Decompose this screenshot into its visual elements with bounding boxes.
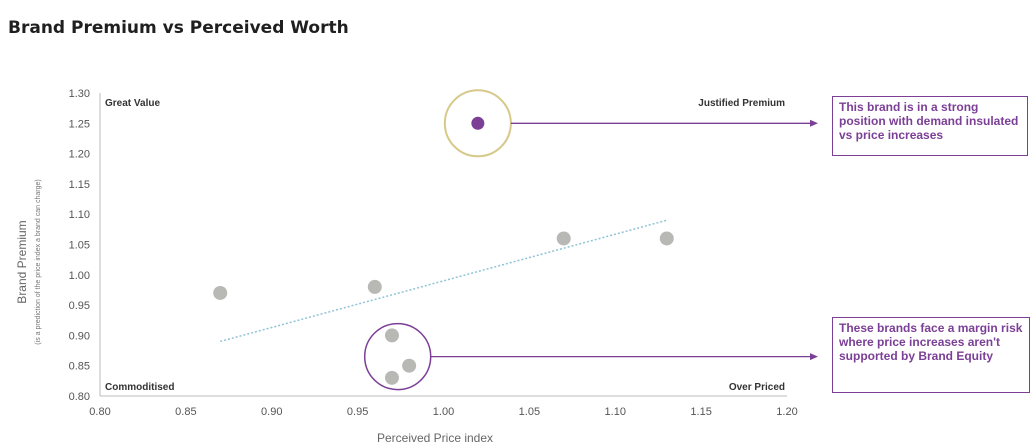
data-point: [384, 328, 399, 343]
quadrant-bottom-left: Commoditised: [105, 382, 174, 393]
y-tick-label: 1.15: [69, 179, 90, 191]
x-tick-label: 0.85: [175, 406, 196, 418]
bottom-arrowhead: [810, 353, 818, 361]
x-tick-label: 1.20: [776, 406, 797, 418]
data-point: [402, 358, 417, 373]
data-point: [384, 370, 399, 385]
y-tick-label: 0.90: [69, 330, 90, 342]
data-point: [367, 279, 382, 294]
x-tick-label: 1.00: [433, 406, 454, 418]
y-tick-label: 1.00: [69, 270, 90, 282]
points-group: [213, 116, 674, 385]
axes: 0.80 0.85 0.90 0.95 1.00 1.05 1.10 1.15 1.20 0.80…: [69, 88, 798, 418]
data-point: [659, 231, 674, 246]
trendline-group: [220, 219, 667, 343]
quadrant-top-left: Great Value: [105, 98, 160, 109]
top-arrowhead: [810, 119, 818, 127]
callout-strong-position: This brand is in a strong position with …: [832, 96, 1028, 156]
x-axis-label: Perceived Price index: [377, 431, 493, 445]
y-tick-label: 1.10: [69, 209, 90, 221]
y-tick-label: 1.05: [69, 240, 90, 252]
x-tick-label: 1.15: [690, 406, 711, 418]
highlight-circles: [363, 89, 818, 391]
labels-group: Great Value Justified Premium Commoditis…: [15, 98, 785, 445]
data-point: [213, 285, 228, 300]
y-tick-label: 0.80: [69, 391, 90, 403]
x-tick-label: 1.10: [605, 406, 626, 418]
quadrant-top-right: Justified Premium: [698, 98, 785, 109]
x-tick-label: 0.90: [261, 406, 282, 418]
chart-title: Brand Premium vs Perceived Worth: [8, 18, 349, 38]
x-tick-label: 1.05: [519, 406, 540, 418]
y-tick-label: 1.25: [69, 118, 90, 130]
trendline: [220, 219, 667, 343]
y-axis-sublabel: (is a prediction of the price index a br…: [35, 179, 42, 344]
x-tick-label: 0.95: [347, 406, 368, 418]
data-point: [556, 231, 571, 246]
y-tick-label: 1.20: [69, 149, 90, 161]
y-axis-label: Brand Premium: [15, 220, 29, 303]
callout-margin-risk: These brands face a margin risk where pr…: [832, 317, 1030, 393]
y-tick-label: 0.85: [69, 361, 90, 373]
quadrant-bottom-right: Over Priced: [729, 382, 785, 393]
x-tick-label: 0.80: [89, 406, 110, 418]
highlighted-point: [471, 116, 485, 130]
y-tick-label: 0.95: [69, 300, 90, 312]
y-tick-label: 1.30: [69, 88, 90, 100]
